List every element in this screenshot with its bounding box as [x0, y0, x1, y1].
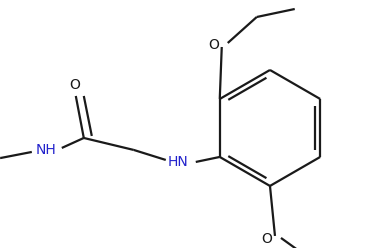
Text: O: O [70, 78, 80, 92]
Text: O: O [208, 38, 219, 52]
Text: HN: HN [167, 155, 188, 169]
Text: O: O [262, 232, 272, 246]
Text: NH: NH [36, 143, 56, 157]
